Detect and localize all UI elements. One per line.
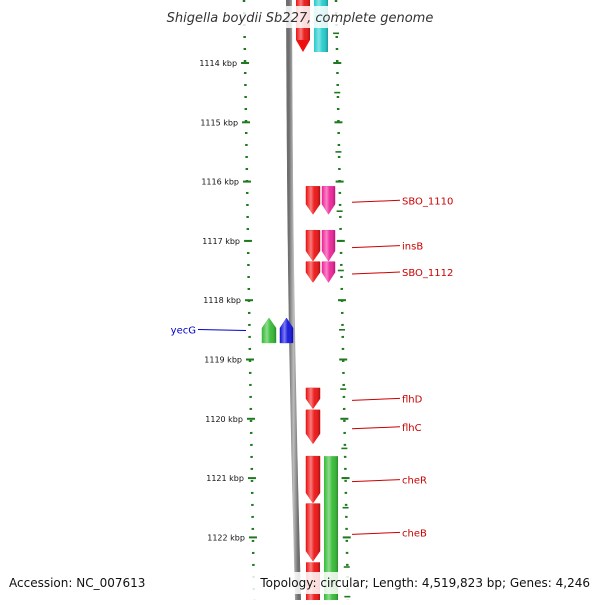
title-backdrop: [150, 6, 450, 28]
gene-arrow-shade: [306, 261, 320, 283]
gene-label-flhd[interactable]: flhD: [402, 394, 423, 405]
edge-feature-top-forward-tip: [296, 40, 310, 52]
map-title: Shigella boydii Sb227, complete genome: [167, 11, 434, 26]
gene-label-cher[interactable]: cheR: [402, 476, 427, 487]
label-leader-flhd: [351, 397, 401, 401]
gene-label-sbo-1112[interactable]: SBO_1112: [402, 268, 453, 279]
gene-flhc[interactable]: [305, 409, 321, 445]
gene-sbo-1112-mobile-element[interactable]: [321, 261, 336, 283]
gene-arrow-shade: [306, 186, 320, 215]
feature-track: [261, 0, 338, 600]
ruler-tick-label: 1121 kbp: [206, 474, 244, 483]
label-leader-flhc: [351, 426, 401, 430]
gene-arrow-shade: [262, 317, 276, 343]
gene-arrow-shade: [306, 387, 320, 409]
gene-arrow-shade: [322, 230, 335, 262]
footer-backdrop: [250, 572, 596, 594]
ruler-tick-label: 1116 kbp: [201, 178, 239, 187]
ruler-tick-label: 1118 kbp: [203, 296, 241, 305]
ruler-tick-label: 1120 kbp: [205, 415, 243, 424]
gene-yecg[interactable]: [279, 317, 294, 344]
accession-text: Accession: NC_007613: [9, 576, 145, 590]
gene-cher[interactable]: [305, 455, 321, 504]
gene-label-insb[interactable]: insB: [402, 242, 423, 253]
gene-arrow-shade: [322, 261, 335, 283]
ruler-tick-label: 1114 kbp: [199, 59, 237, 68]
gene-label-cheb[interactable]: cheB: [402, 528, 427, 539]
gene-label-yecg[interactable]: yecG: [171, 325, 196, 336]
gene-sbo-1110[interactable]: [305, 186, 321, 215]
backbone-strand: [286, 0, 302, 605]
gene-sbo-1112[interactable]: [305, 261, 321, 283]
ruler-tick-label: 1119 kbp: [204, 356, 242, 365]
green-track-continuation-shade: [324, 456, 338, 600]
label-leader-sbo-1110: [351, 199, 401, 203]
gene-insb-mobile-element[interactable]: [321, 229, 336, 262]
gene-sbo-1110-mobile-element[interactable]: [321, 186, 336, 215]
gene-yecg-region[interactable]: [261, 317, 277, 344]
gene-arrow-shade: [322, 186, 335, 215]
label-leader-insb: [351, 245, 401, 249]
gene-arrow-shade: [306, 230, 320, 262]
label-leader-yecg: [197, 328, 247, 331]
ruler-tick-label: 1117 kbp: [202, 237, 240, 246]
label-leader-cheb: [351, 531, 401, 535]
gene-insb[interactable]: [305, 229, 321, 262]
gene-arrow-shade: [306, 409, 320, 444]
label-leader-sbo-1112: [351, 271, 401, 275]
gene-label-sbo-1110[interactable]: SBO_1110: [402, 196, 453, 207]
map-body: [286, 0, 302, 605]
ruler: 1114 kbp 1115 kbp 1116 kbp 1117 kbp 1118 kbp…: [199, 0, 351, 601]
ruler-tick-label: 1122 kbp: [207, 533, 245, 542]
feature-labels: SBO_1110 insB SBO_1112 yecG flhD flhC cheR cheB: [171, 196, 454, 539]
ruler-tick-label: 1115 kbp: [200, 118, 238, 127]
gene-label-flhc[interactable]: flhC: [402, 423, 422, 434]
gene-flhd[interactable]: [305, 387, 321, 410]
gene-arrow-shade: [306, 503, 320, 562]
gene-arrow-shade: [280, 317, 293, 343]
label-leader-cher: [351, 479, 401, 483]
topology-text: Topology: circular; Length: 4,519,823 bp…: [259, 576, 590, 590]
gene-arrow-shade: [306, 456, 320, 504]
gene-cheb[interactable]: [305, 503, 321, 562]
